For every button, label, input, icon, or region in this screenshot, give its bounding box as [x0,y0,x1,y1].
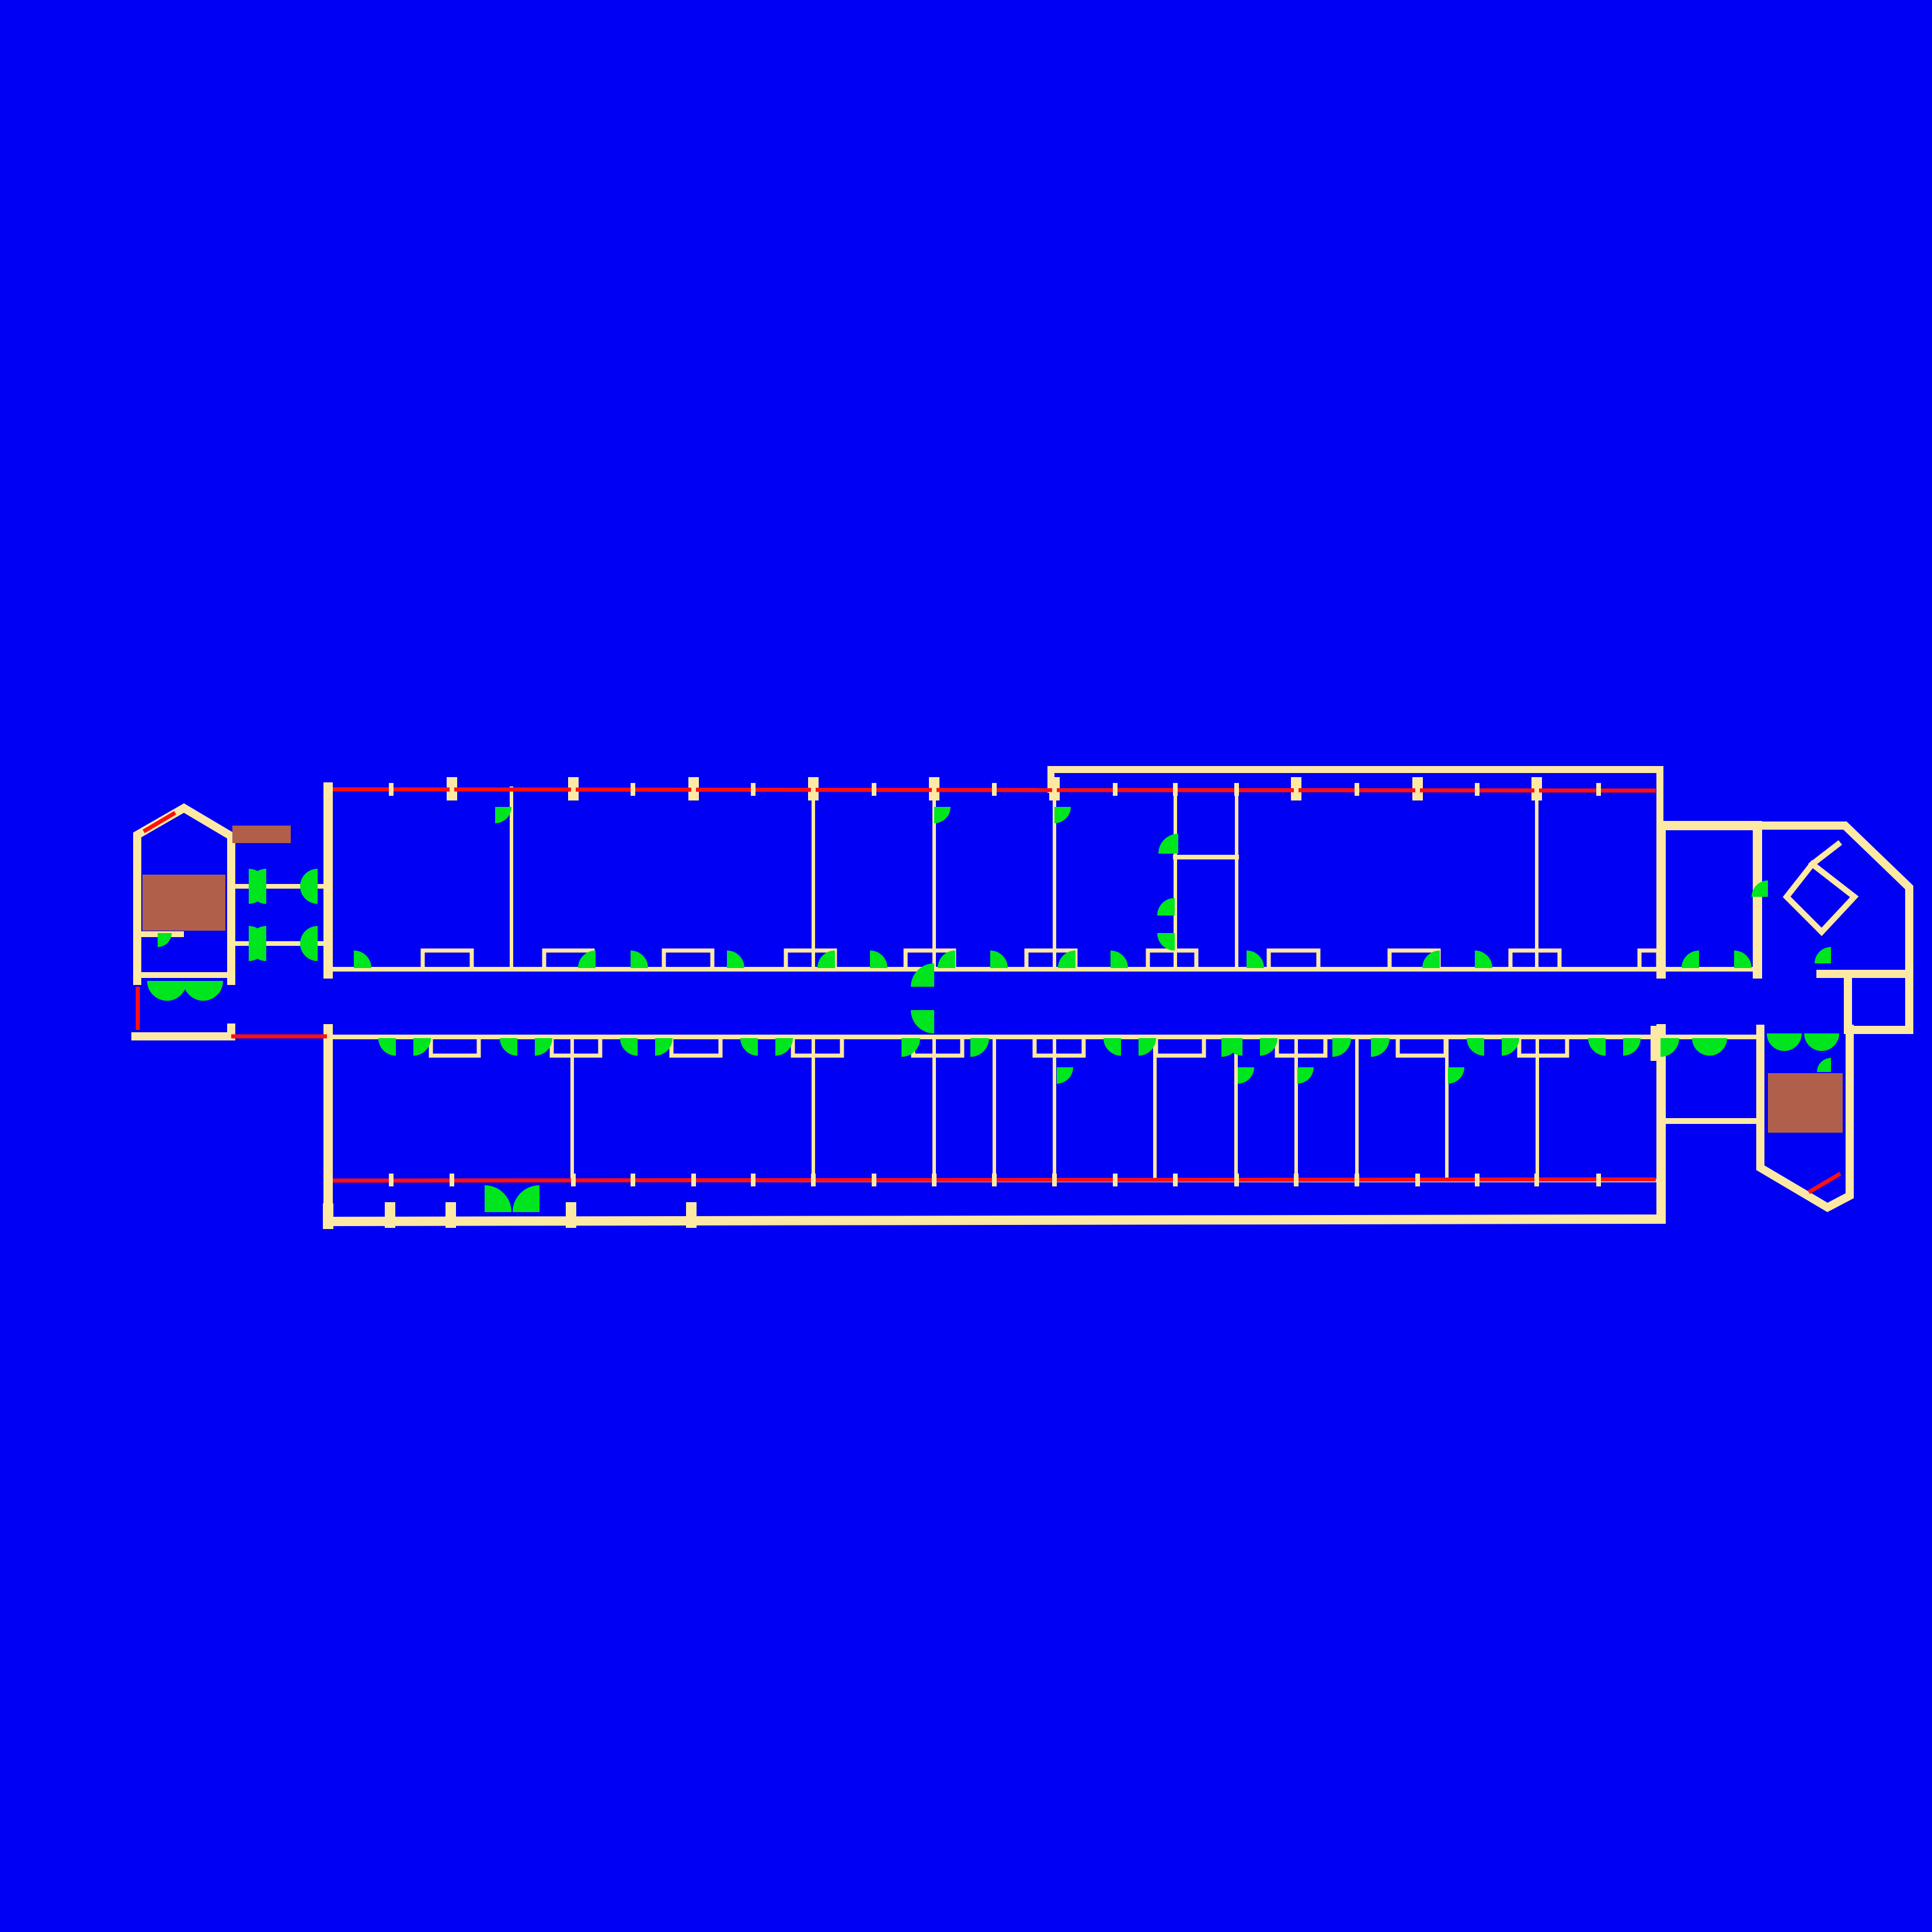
door-swing-arc-icon [1058,951,1075,968]
door-swing-arc-icon [249,886,266,904]
door-swing-arc-icon [817,951,835,968]
door-swing-arc-icon [378,1038,396,1056]
door-swing-arc-icon [1623,1038,1641,1056]
door-swing-arc-icon [1422,951,1440,968]
north-partitions [510,786,1538,971]
door-swing-arc-icon [990,951,1008,968]
door-swing-arc-icon [775,1038,793,1056]
door-swing-arc-icon [147,981,187,1001]
door-swing-arc-icon [1588,1038,1606,1056]
door-swing-arc-icon [620,1038,638,1056]
door-swing-arc-icon [727,951,744,968]
door-swing-arc-icon [300,926,318,961]
door-swing-arc-icon [495,807,511,823]
door-swing-arc-icon [1371,1038,1390,1057]
door-swing-arc-icon [1734,951,1752,968]
door-swing-arc-icon [1139,1038,1156,1056]
door-swing-arc-icon [1297,1067,1314,1084]
door-swing-arc-icon [911,963,934,987]
right-wing-window-se [1808,1171,1842,1195]
left-stair-landing [232,826,291,843]
door-swing-arc-icon [1502,1038,1519,1056]
door-swing-arc-icon [911,1010,934,1033]
right-stair-block [1768,1073,1843,1133]
door-swing-arc-icon [901,1038,920,1057]
door-swing-arc-icon [513,1185,539,1212]
door-swing-arc-icon [183,981,223,1001]
door-swing-arc-icon [354,951,371,968]
main-outer-wall [323,782,1762,1227]
door-swing-arc-icon [631,951,648,968]
door-swing-arc-icon [1815,947,1831,963]
north-alcoves [420,948,1661,972]
stairs [142,826,1843,1133]
door-swing-arc-icon [1054,807,1071,823]
door-swing-arc-icon [1475,951,1492,968]
left-wing-window-nw [142,810,176,834]
door-swing-arc-icon [1157,933,1175,951]
door-swing-arc-icon [485,1185,511,1212]
south-partitions [570,1035,1539,1182]
door-swing-arc-icon [1767,1033,1802,1051]
door-swing-arc-icon [413,1038,431,1056]
window-mullions [389,783,1601,1186]
door-swing-arc-icon [1247,951,1264,968]
door-swing-arc-icon [1103,1038,1121,1056]
door-swing-arc-icon [249,869,266,886]
door-swing-arc-icon [934,807,951,823]
door-swing-arc-icon [578,951,596,968]
door-swing-arc-icon [1260,1038,1277,1056]
door-swing-arc-icon [1692,1038,1710,1056]
door-swing-arc-icon [500,1038,517,1056]
door-swing-arc-icon [1467,1038,1484,1056]
door-swing-arc-icon [938,951,955,968]
right-wing-stair-wall [1783,840,1859,937]
door-swing-arc-icon [740,1038,758,1056]
door-swing-arc-icon [1448,1067,1464,1084]
door-swing-arc-icon [1817,1058,1831,1072]
door-swing-arc-icon [1682,951,1699,968]
door-swing-arc-icon [1661,1038,1679,1057]
door-swing-arc-icon [1057,1067,1073,1084]
door-swing-arc-icon [970,1038,989,1057]
south-alcoves [429,1035,1569,1058]
door-swing-arc-icon [655,1038,673,1056]
door-swing-arc-icon [870,951,887,968]
left-stair-block [142,875,225,931]
door-swing-arc-icon [158,933,172,947]
door-swing-arc-icon [1221,1038,1240,1057]
door-swing-arc-icon [1332,1038,1351,1057]
door-swing-arc-icon [1752,880,1768,897]
door-swing-arc-icon [1157,898,1175,915]
door-swing-arc-icon [1111,951,1128,968]
door-swing-arc-icon [535,1038,552,1056]
door-swing-arc-icon [1804,1033,1839,1051]
doors [147,807,1839,1212]
door-swing-arc-icon [1158,834,1178,854]
door-swing-arc-icon [249,926,266,944]
door-swing-arc-icon [1238,1067,1254,1084]
door-swing-arc-icon [1710,1038,1727,1056]
door-swing-arc-icon [300,869,318,904]
door-swing-arc-icon [249,944,266,961]
